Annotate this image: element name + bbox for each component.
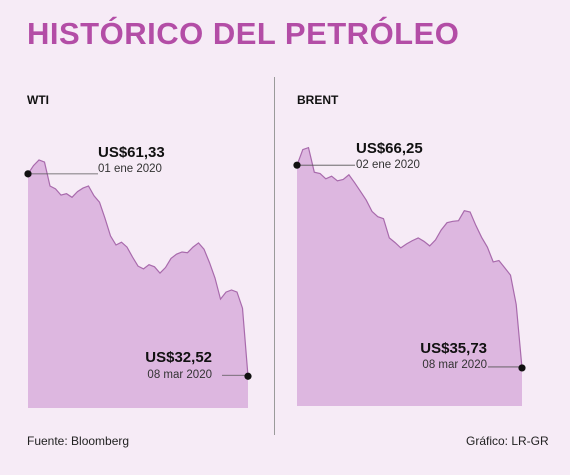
brent-start-value: US$66,25 xyxy=(356,140,423,157)
panel-divider xyxy=(274,77,275,435)
wti-end-value: US$32,52 xyxy=(145,349,212,366)
wti-start-point xyxy=(24,170,32,178)
wti-start-value: US$61,33 xyxy=(98,144,165,161)
credit-note: Gráfico: LR-GR xyxy=(466,434,549,448)
wti-end-point xyxy=(244,372,252,380)
wti-panel-label: WTI xyxy=(27,93,49,107)
brent-area xyxy=(297,147,522,406)
wti-start-date: 01 ene 2020 xyxy=(98,163,162,175)
wti-chart: US$61,33 01 ene 2020 US$32,52 08 mar 2020 xyxy=(24,144,252,408)
brent-line xyxy=(296,146,523,368)
brent-start-date: 02 ene 2020 xyxy=(356,159,420,171)
brent-start-point xyxy=(293,161,301,169)
brent-end-value: US$35,73 xyxy=(420,340,487,357)
brent-end-date: 08 mar 2020 xyxy=(422,359,487,371)
wti-end-date: 08 mar 2020 xyxy=(147,369,212,381)
wti-line xyxy=(27,159,249,377)
brent-end-point xyxy=(518,364,526,372)
wti-area xyxy=(28,160,248,408)
brent-panel-label: BRENT xyxy=(297,93,339,107)
brent-chart: US$66,25 02 ene 2020 US$35,73 08 mar 2020 xyxy=(293,140,526,406)
chart-title: HISTÓRICO DEL PETRÓLEO xyxy=(27,16,460,51)
source-note: Fuente: Bloomberg xyxy=(27,434,130,448)
